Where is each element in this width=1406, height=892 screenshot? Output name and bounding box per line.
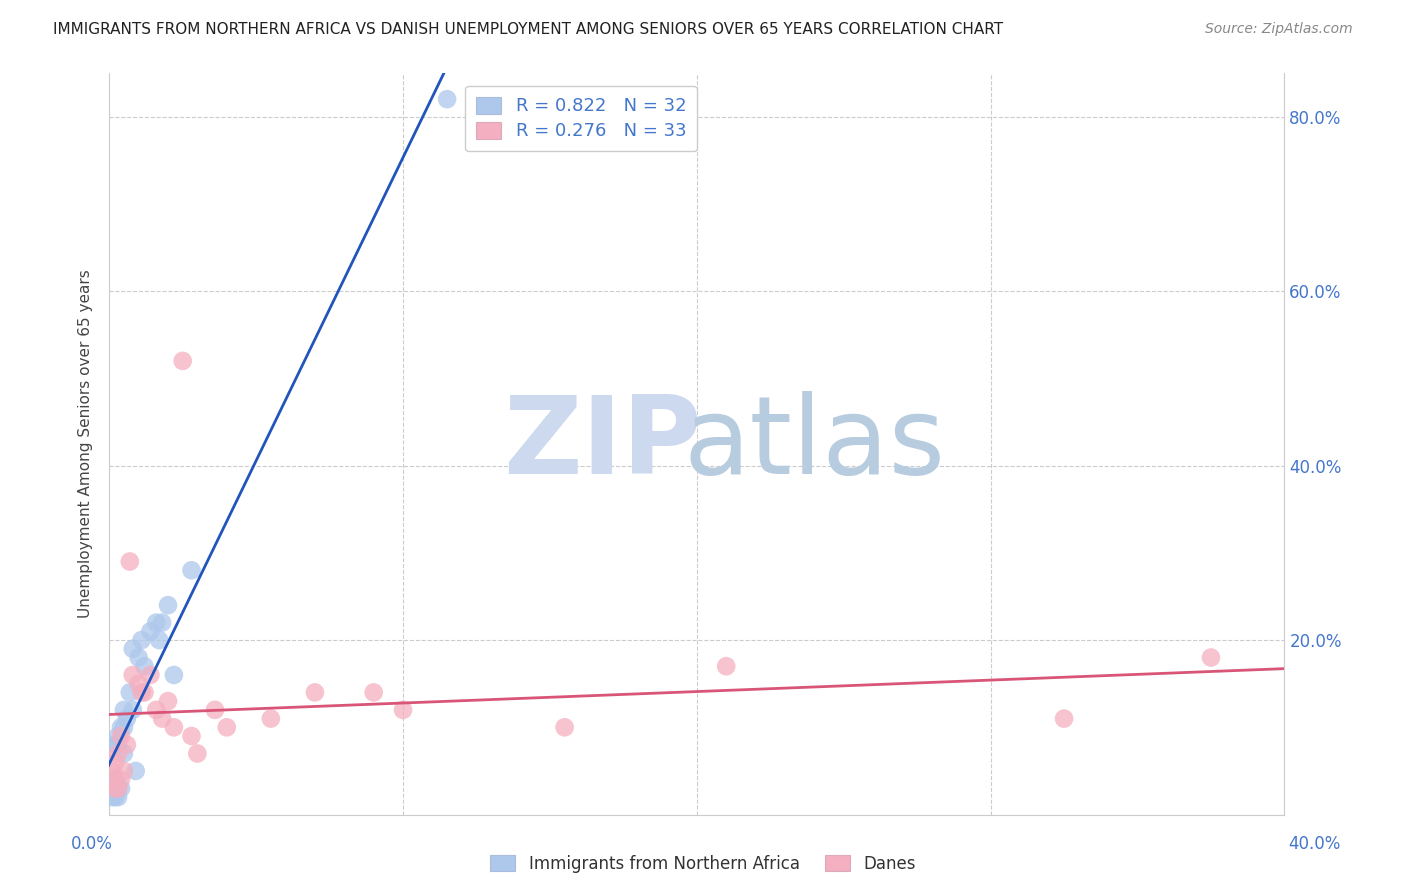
Point xyxy=(392,703,415,717)
Point xyxy=(150,712,173,726)
Point xyxy=(163,720,186,734)
Text: 40.0%: 40.0% xyxy=(1288,835,1341,853)
Point xyxy=(186,747,208,761)
Text: 0.0%: 0.0% xyxy=(70,835,112,853)
Point xyxy=(139,624,162,639)
Point xyxy=(110,720,132,734)
Point xyxy=(131,633,153,648)
Point xyxy=(145,615,167,630)
Text: atlas: atlas xyxy=(683,391,945,497)
Point xyxy=(101,790,124,805)
Point xyxy=(121,641,143,656)
Point xyxy=(101,772,124,787)
Point xyxy=(107,781,129,796)
Point xyxy=(110,781,132,796)
Point xyxy=(156,694,179,708)
Point xyxy=(110,772,132,787)
Point xyxy=(101,781,124,796)
Point xyxy=(115,738,138,752)
Point xyxy=(104,755,127,769)
Point xyxy=(150,615,173,630)
Point xyxy=(121,703,143,717)
Point xyxy=(134,685,156,699)
Point xyxy=(1199,650,1222,665)
Point xyxy=(139,668,162,682)
Point xyxy=(215,720,238,734)
Point xyxy=(363,685,385,699)
Point xyxy=(104,781,127,796)
Point xyxy=(156,598,179,612)
Point xyxy=(104,781,127,796)
Point xyxy=(260,712,283,726)
Text: IMMIGRANTS FROM NORTHERN AFRICA VS DANISH UNEMPLOYMENT AMONG SENIORS OVER 65 YEA: IMMIGRANTS FROM NORTHERN AFRICA VS DANIS… xyxy=(53,22,1004,37)
Point xyxy=(101,772,124,787)
Point xyxy=(104,738,127,752)
Point xyxy=(118,685,141,699)
Point xyxy=(204,703,226,717)
Point xyxy=(716,659,738,673)
Point xyxy=(172,354,194,368)
Point xyxy=(554,720,576,734)
Point xyxy=(134,659,156,673)
Point xyxy=(1053,712,1076,726)
Text: Source: ZipAtlas.com: Source: ZipAtlas.com xyxy=(1205,22,1353,37)
Point xyxy=(304,685,326,699)
Point xyxy=(131,685,153,699)
Point xyxy=(112,747,135,761)
Point xyxy=(148,633,170,648)
Point xyxy=(125,764,148,778)
Point xyxy=(107,729,129,743)
Point xyxy=(107,747,129,761)
Point xyxy=(145,703,167,717)
Legend: Immigrants from Northern Africa, Danes: Immigrants from Northern Africa, Danes xyxy=(484,848,922,880)
Text: ZIP: ZIP xyxy=(503,391,702,497)
Point xyxy=(163,668,186,682)
Point xyxy=(107,790,129,805)
Point xyxy=(107,738,129,752)
Point xyxy=(104,772,127,787)
Point xyxy=(128,650,150,665)
Point xyxy=(180,563,202,577)
Point xyxy=(180,729,202,743)
Point xyxy=(101,764,124,778)
Point xyxy=(436,92,458,106)
Point xyxy=(121,668,143,682)
Point xyxy=(112,703,135,717)
Point xyxy=(107,781,129,796)
Point xyxy=(118,555,141,569)
Point xyxy=(104,790,127,805)
Point xyxy=(112,764,135,778)
Point xyxy=(115,712,138,726)
Y-axis label: Unemployment Among Seniors over 65 years: Unemployment Among Seniors over 65 years xyxy=(79,269,93,618)
Point xyxy=(128,676,150,690)
Point xyxy=(112,720,135,734)
Legend: R = 0.822   N = 32, R = 0.276   N = 33: R = 0.822 N = 32, R = 0.276 N = 33 xyxy=(465,86,697,152)
Point xyxy=(110,729,132,743)
